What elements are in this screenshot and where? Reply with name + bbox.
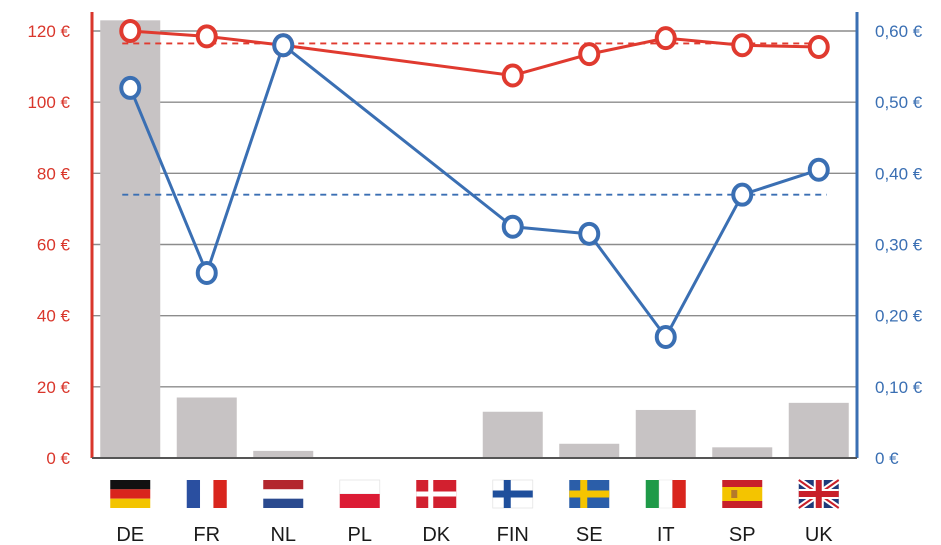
blue-point-sp: [731, 182, 754, 207]
bar-fr: [176, 397, 237, 458]
flag-part: [110, 498, 151, 508]
flag-part: [339, 494, 380, 508]
flag-part: [722, 501, 763, 508]
se-flag-icon: [569, 480, 610, 508]
flag-part: [213, 480, 227, 508]
right-tick-label: 0 €: [875, 449, 899, 468]
flag-part: [110, 480, 151, 490]
flag-part: [263, 498, 304, 508]
blue-point-it: [654, 325, 677, 350]
category-label-pl: PL: [348, 524, 372, 545]
grid-layer: [92, 30, 857, 388]
bar-uk: [788, 402, 849, 458]
bar-nl: [253, 450, 314, 458]
right-tick-label: 0,60 €: [875, 22, 923, 41]
right-tick-label: 0,40 €: [875, 164, 923, 183]
blue-point-fr: [195, 260, 218, 285]
blue-point-uk: [807, 157, 830, 182]
category-label-it: IT: [657, 524, 675, 545]
flag-part: [263, 489, 304, 499]
flag-part: [339, 479, 381, 495]
pl-flag-icon: [339, 479, 381, 508]
category-label-fin: FIN: [497, 524, 529, 545]
flag-part: [722, 487, 763, 501]
category-label-fr: FR: [193, 524, 220, 545]
it-flag-icon: [645, 479, 686, 509]
flag-part: [672, 480, 686, 508]
red-point-fin: [501, 63, 524, 88]
flags: [110, 477, 841, 511]
category-label-nl: NL: [270, 524, 296, 545]
red-point-fr: [195, 24, 218, 49]
category-label-de: DE: [116, 524, 144, 545]
nl-flag-icon: [263, 480, 304, 508]
category-label-se: SE: [576, 524, 603, 545]
bar-fin: [482, 411, 543, 458]
series-points: [119, 19, 830, 350]
left-tick-label: 120 €: [27, 22, 70, 41]
dk-flag-icon: [416, 480, 457, 508]
blue-point-fin: [501, 214, 524, 239]
blue-point-nl: [272, 33, 295, 58]
uk-flag-icon: [797, 477, 841, 511]
red-point-de: [119, 19, 142, 43]
left-tick-label: 80 €: [37, 164, 71, 183]
flag-part: [200, 480, 214, 508]
red-point-se: [578, 42, 601, 67]
de-flag-icon: [110, 480, 151, 508]
red-series-line: [130, 29, 819, 77]
red-point-it: [654, 26, 677, 51]
bar-se: [559, 443, 620, 458]
right-tick-label: 0,50 €: [875, 93, 923, 112]
fin-flag-icon: [492, 479, 534, 509]
flag-part: [416, 491, 457, 497]
flag-part: [645, 480, 660, 508]
category-label-sp: SP: [729, 524, 756, 545]
flag-part: [110, 489, 151, 499]
average-lines: [122, 42, 827, 196]
right-tick-label: 0,20 €: [875, 307, 923, 326]
flag-part: [798, 491, 839, 497]
right-tick-label: 0,10 €: [875, 378, 923, 397]
right-tick-label: 0,30 €: [875, 236, 923, 255]
blue-series-line: [128, 43, 820, 339]
left-tick-label: 0 €: [46, 449, 70, 468]
flag-part: [263, 480, 304, 490]
sp-flag-icon: [722, 480, 763, 508]
flag-part: [492, 490, 533, 498]
left-tick-label: 20 €: [37, 378, 71, 397]
red-point-uk: [807, 35, 830, 60]
series-lines: [128, 29, 820, 339]
flag-part: [569, 490, 610, 498]
blue-point-de: [119, 75, 142, 100]
left-tick-label: 100 €: [27, 93, 70, 112]
flag-part: [186, 480, 201, 508]
flag-part: [658, 479, 673, 509]
category-labels: DE FR NL PL DK FIN SE IT SP UK: [116, 524, 833, 545]
bar-it: [635, 409, 696, 458]
axes: [90, 12, 859, 459]
category-label-dk: DK: [422, 524, 450, 545]
bar-sp: [712, 447, 773, 458]
blue-point-se: [578, 221, 601, 246]
left-tick-label: 40 €: [37, 307, 71, 326]
flag-part: [731, 490, 738, 498]
bar-layer: [100, 20, 849, 458]
tick-labels: 0 € 20 € 40 € 60 € 80 € 100 € 120 € 0 € 0,10 € 0,…: [27, 22, 922, 468]
fr-flag-icon: [186, 480, 227, 508]
flag-part: [722, 480, 763, 487]
category-label-uk: UK: [805, 524, 833, 545]
red-point-sp: [731, 33, 754, 58]
left-tick-label: 60 €: [37, 236, 71, 255]
